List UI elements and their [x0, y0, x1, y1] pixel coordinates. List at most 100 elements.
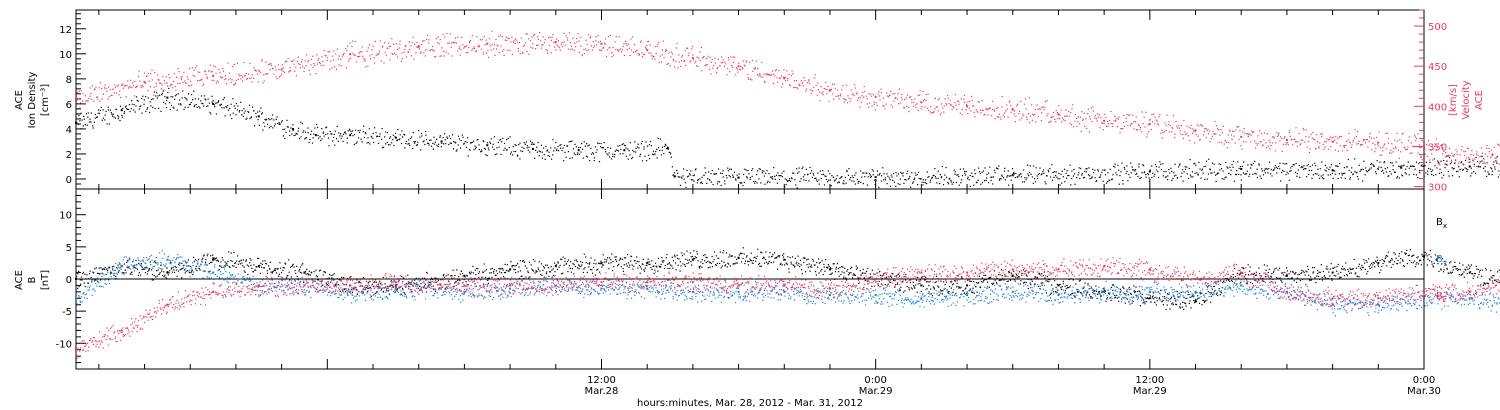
scatter-dot — [219, 71, 221, 73]
scatter-dot — [486, 142, 489, 144]
scatter-dot — [1481, 155, 1483, 157]
scatter-dot — [1279, 162, 1281, 164]
scatter-dot — [637, 53, 639, 55]
scatter-dot — [869, 93, 872, 95]
scatter-dot — [497, 141, 499, 144]
scatter-dot — [1276, 131, 1278, 134]
scatter-dot — [291, 60, 293, 62]
scatter-dot — [315, 134, 317, 136]
scatter-dot — [514, 150, 517, 153]
scatter-dot — [1474, 172, 1477, 174]
scatter-dot — [1129, 114, 1131, 116]
scatter-dot — [1228, 129, 1231, 131]
scatter-dot — [1116, 174, 1118, 176]
scatter-dot — [988, 172, 990, 174]
scatter-dot — [335, 138, 338, 140]
scatter-dot — [426, 34, 429, 36]
scatter-dot — [1383, 144, 1385, 147]
scatter-dot — [673, 60, 675, 62]
scatter-dot — [219, 76, 222, 78]
scatter-dot — [938, 98, 940, 100]
scatter-dot — [133, 109, 135, 111]
scatter-dot — [651, 55, 653, 57]
scatter-dot — [1137, 124, 1140, 126]
scatter-dot — [1014, 110, 1016, 112]
scatter-dot — [189, 103, 191, 105]
scatter-dot — [783, 69, 785, 71]
scatter-dot — [1182, 137, 1185, 140]
scatter-dot — [243, 112, 245, 114]
scatter-dot — [341, 135, 343, 137]
scatter-dot — [1191, 171, 1194, 173]
scatter-dot — [308, 59, 310, 62]
scatter-dot — [1337, 165, 1339, 168]
scatter-dot — [800, 178, 802, 180]
data-point — [1331, 140, 1334, 143]
scatter-dot — [1146, 136, 1148, 138]
scatter-dot — [1320, 175, 1322, 177]
scatter-dot — [200, 79, 202, 81]
scatter-dot — [1487, 155, 1489, 158]
scatter-dot — [654, 45, 656, 48]
scatter-dot — [1347, 158, 1349, 161]
scatter-dot — [79, 107, 81, 109]
scatter-dot — [1305, 136, 1307, 138]
scatter-dot — [1129, 176, 1131, 178]
scatter-dot — [604, 148, 606, 151]
scatter-dot — [1231, 138, 1233, 140]
scatter-dot — [179, 82, 181, 85]
scatter-dot — [1466, 170, 1468, 173]
scatter-dot — [596, 149, 598, 151]
scatter-dot — [264, 118, 266, 121]
scatter-dot — [78, 90, 80, 92]
scatter-dot — [784, 76, 786, 79]
scatter-dot — [324, 55, 326, 57]
scatter-dot — [483, 147, 485, 150]
y-tick-label: -5 — [62, 307, 72, 318]
scatter-dot — [1199, 168, 1201, 170]
scatter-dot — [901, 173, 903, 175]
scatter-dot — [463, 142, 465, 145]
scatter-dot — [1020, 173, 1022, 175]
scatter-dot — [1098, 114, 1100, 116]
scatter-dot — [1496, 156, 1498, 158]
scatter-dot — [366, 50, 368, 52]
scatter-dot — [1138, 125, 1140, 127]
scatter-dot — [990, 176, 992, 178]
data-point — [349, 53, 352, 56]
scatter-dot — [286, 60, 288, 62]
data-point — [737, 65, 740, 68]
scatter-dot — [1498, 170, 1500, 172]
scatter-dot — [496, 44, 498, 46]
scatter-dot — [1044, 181, 1046, 183]
scatter-dot — [738, 176, 740, 178]
scatter-dot — [80, 90, 83, 92]
scatter-dot — [1264, 132, 1266, 134]
scatter-dot — [1151, 176, 1153, 179]
scatter-dot — [656, 157, 658, 159]
scatter-dot — [194, 98, 197, 100]
scatter-dot — [478, 46, 481, 48]
scatter-dot — [990, 179, 992, 182]
scatter-dot — [564, 44, 566, 46]
scatter-dot — [332, 55, 334, 57]
scatter-dot — [143, 99, 145, 101]
scatter-dot — [1375, 147, 1377, 149]
scatter-dot — [1428, 167, 1430, 170]
scatter-dot — [913, 177, 916, 179]
data-point — [212, 74, 215, 77]
y-tick-label: 0 — [66, 175, 72, 186]
scatter-dot — [447, 42, 449, 45]
scatter-dot — [442, 137, 444, 139]
scatter-dot — [1020, 176, 1023, 178]
scatter-dot — [530, 46, 532, 49]
scatter-dot — [445, 143, 447, 145]
scatter-dot — [1186, 166, 1188, 168]
scatter-dot — [314, 64, 316, 66]
scatter-dot — [399, 40, 401, 42]
scatter-dot — [1307, 140, 1310, 143]
scatter-dot — [678, 61, 680, 63]
scatter-dot — [371, 53, 373, 56]
scatter-dot — [207, 105, 209, 107]
scatter-dot — [650, 145, 652, 147]
